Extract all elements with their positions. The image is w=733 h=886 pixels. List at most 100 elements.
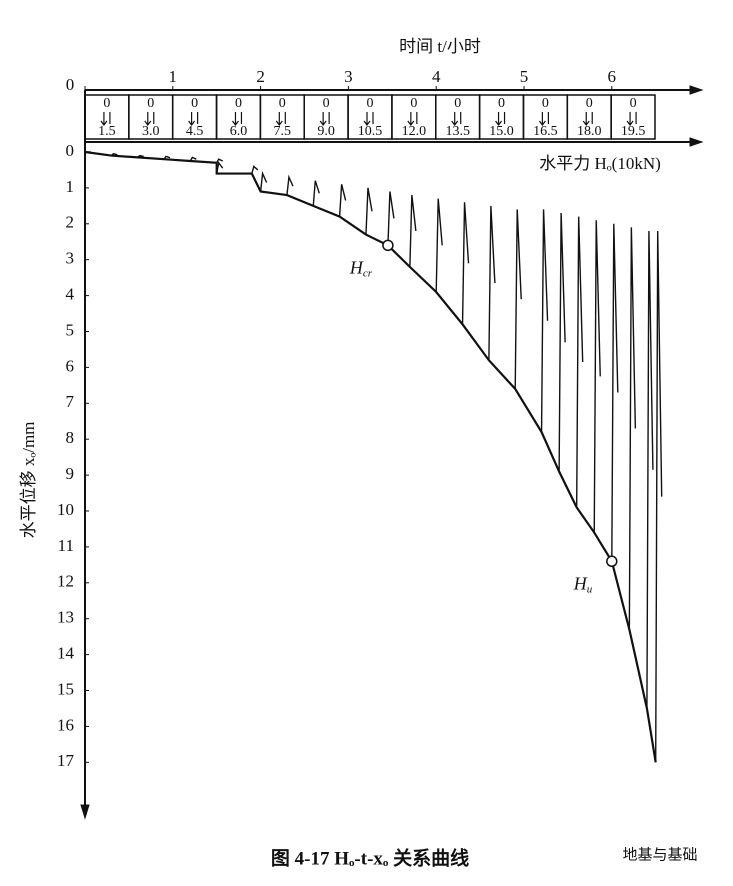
x-tick-label: 5 [520, 67, 529, 86]
load-step: 3.0 [142, 124, 160, 139]
load-step: 18.0 [577, 124, 602, 139]
chart-title: 图 4-17 Hₒ-t-xₒ 关系曲线 [271, 846, 469, 869]
x-tick-label: 0 [66, 75, 75, 94]
annotation: Hcr [349, 257, 373, 278]
unload-spike [286, 174, 294, 196]
load-step: 7.5 [274, 124, 292, 139]
annotation-sub: cr [363, 267, 373, 279]
load-arrows [407, 112, 418, 126]
y-axis-label: 水平位移 xₒ/mm [19, 422, 38, 539]
y-tick-label: 6 [66, 356, 75, 375]
unload-spike [435, 198, 443, 293]
y-tick-label: 16 [57, 715, 74, 734]
annotation-sub: u [587, 583, 593, 595]
y-tick-label: 1 [66, 177, 75, 196]
y-tick-label: 3 [66, 249, 75, 268]
load-arrows [319, 112, 330, 126]
y-tick-label: 4 [66, 285, 75, 304]
load-arrows [538, 112, 549, 126]
unload-spike [628, 227, 637, 630]
load-min: 0 [235, 96, 242, 111]
load-arrows [100, 112, 111, 126]
load-step: 15.0 [489, 124, 514, 139]
unload-spike [110, 153, 118, 157]
unload-spike [488, 205, 496, 361]
x-tick-label: 2 [256, 67, 265, 86]
load-step: 13.5 [445, 124, 470, 139]
y-tick-label: 10 [57, 500, 74, 519]
load-min: 0 [191, 96, 198, 111]
unload-spike [611, 223, 619, 562]
load-min: 0 [323, 96, 330, 111]
unload-spike [409, 195, 417, 267]
load-arrows [582, 112, 593, 126]
load-step: 16.5 [533, 124, 558, 139]
y-tick-label: 15 [57, 679, 74, 698]
unload-spike [593, 220, 601, 533]
y-tick-label: 7 [66, 392, 75, 411]
load-step: 9.0 [317, 124, 335, 139]
annotation: Hu [573, 573, 593, 594]
load-box [610, 94, 656, 140]
load-arrows [495, 112, 506, 126]
load-label: 水平力 Hₒ(10kN) [539, 154, 661, 173]
annotation-marker [382, 239, 394, 252]
envelope-line [84, 150, 657, 763]
y-tick-label: 9 [66, 464, 75, 483]
watermark: 地基与基础 [622, 846, 697, 864]
y-tick-label: 13 [57, 608, 74, 627]
annotation-marker [606, 555, 618, 568]
y-tick-label: 5 [66, 320, 75, 339]
x-tick-label: 1 [169, 67, 178, 86]
y-tick-label: 11 [58, 536, 74, 555]
load-min: 0 [279, 96, 286, 111]
y-tick-label: 0 [66, 141, 75, 160]
load-step: 6.0 [230, 124, 248, 139]
unload-spike [655, 230, 663, 763]
arrow [689, 137, 704, 147]
load-arrows [144, 112, 155, 126]
annotation-text: H [573, 573, 588, 593]
unload-spike [189, 156, 197, 162]
load-min: 0 [498, 96, 505, 111]
load-min: 0 [542, 96, 549, 111]
load-min: 0 [367, 96, 374, 111]
x-tick-label: 6 [608, 67, 617, 86]
load-arrows [626, 112, 637, 126]
load-arrows [451, 112, 462, 126]
load-arrows [275, 112, 286, 126]
load-step: 19.5 [621, 124, 646, 139]
load-min: 0 [586, 96, 593, 111]
unload-spike [387, 191, 395, 246]
load-min: 0 [410, 96, 417, 111]
x-tick-label: 3 [344, 67, 353, 86]
load-min: 0 [630, 96, 637, 111]
unload-spike [338, 184, 347, 217]
y-tick-label: 2 [66, 213, 75, 232]
y-tick-label: 8 [66, 428, 75, 447]
unload-spike [646, 230, 654, 709]
x-tick-label: 4 [432, 67, 441, 86]
unload-spike [312, 180, 320, 206]
unload-spike [216, 158, 223, 164]
y-tick-label: 12 [57, 572, 74, 591]
load-step: 4.5 [186, 124, 204, 139]
unload-spike [259, 170, 268, 192]
unload-spike [540, 209, 549, 433]
unload-spike [575, 216, 584, 508]
load-arrows [188, 112, 199, 126]
unload-spike [514, 209, 522, 389]
arrow [689, 85, 704, 95]
load-arrows [363, 112, 374, 126]
unload-spike [251, 165, 259, 174]
load-min: 0 [103, 96, 110, 111]
load-arrows [231, 112, 243, 126]
load-step: 12.0 [402, 124, 427, 139]
y-tick-label: 17 [57, 751, 75, 770]
load-step: 1.5 [98, 124, 116, 139]
load-step: 10.5 [358, 124, 383, 139]
unload-spike [216, 161, 224, 174]
arrow [80, 804, 90, 820]
annotation-text: H [349, 257, 364, 277]
